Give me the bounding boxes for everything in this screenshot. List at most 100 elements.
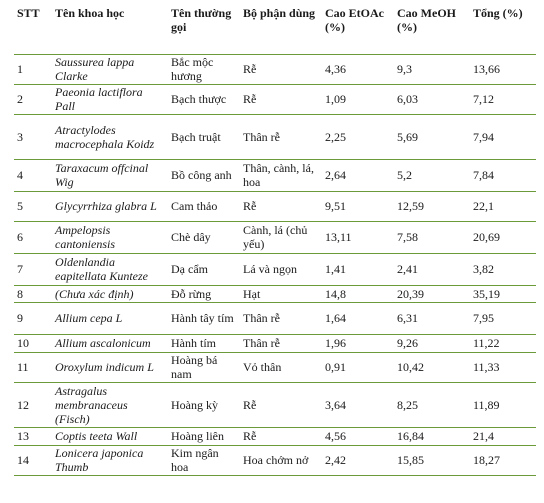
cell-stt: 2	[14, 84, 52, 115]
cell-stt: 14	[14, 445, 52, 476]
cell-total: 3,82	[470, 253, 536, 286]
cell-scientific-name: Allium ascalonicum	[52, 334, 168, 353]
cell-meoh: 9,3	[394, 54, 470, 85]
cell-scientific-name: Oldenlandia eapitellata Kunteze	[52, 253, 168, 286]
cell-meoh: 9,26	[394, 334, 470, 353]
cell-common-name: Đỗ rừng	[168, 285, 240, 303]
cell-part-used: Thân rễ	[240, 302, 322, 335]
cell-meoh: 5,2	[394, 159, 470, 192]
cell-etoac: 4,36	[322, 54, 394, 85]
cell-etoac: 14,8	[322, 285, 394, 303]
table-row: 7 Oldenlandia eapitellata Kunteze Dạ cẩm Lá…	[14, 253, 536, 286]
cell-scientific-name: Atractylodes macrocephala Koidz	[52, 114, 168, 160]
cell-stt: 1	[14, 54, 52, 85]
cell-etoac: 2,64	[322, 159, 394, 192]
cell-scientific-name: Ampelopsis cantoniensis	[52, 221, 168, 254]
cell-stt: 7	[14, 253, 52, 286]
cell-meoh: 12,59	[394, 191, 470, 222]
cell-part-used: Hoa chớm nở	[240, 445, 322, 476]
cell-common-name: Hành tím	[168, 334, 240, 353]
cell-total: 13,66	[470, 54, 536, 85]
table-row: 11 Oroxylum indicum L Hoàng bá nam Vỏ thân 0…	[14, 352, 536, 383]
cell-etoac: 9,51	[322, 191, 394, 222]
cell-stt: 3	[14, 114, 52, 160]
cell-etoac: 1,64	[322, 302, 394, 335]
cell-scientific-name: Allium cepa L	[52, 302, 168, 335]
header-meoh: Cao MeOH (%)	[394, 4, 470, 55]
table-row: 10 Allium ascalonicum Hành tím Thân rễ 1,96 9…	[14, 334, 536, 353]
cell-etoac: 2,42	[322, 445, 394, 476]
cell-etoac: 0,91	[322, 352, 394, 383]
cell-etoac: 1,09	[322, 84, 394, 115]
table-row: 14 Lonicera japonica Thumb Kim ngân hoa Hoa…	[14, 445, 536, 476]
header-stt: STT	[14, 4, 52, 55]
cell-part-used: Thân rễ	[240, 334, 322, 353]
herb-extract-table: STT Tên khoa học Tên thường gọi Bộ phận …	[14, 4, 536, 476]
cell-etoac: 1,96	[322, 334, 394, 353]
cell-part-used: Rễ	[240, 191, 322, 222]
header-total: Tổng (%)	[470, 4, 536, 55]
cell-common-name: Hoàng bá nam	[168, 352, 240, 383]
cell-meoh: 15,85	[394, 445, 470, 476]
cell-common-name: Bạch truật	[168, 114, 240, 160]
cell-part-used: Rễ	[240, 54, 322, 85]
header-part-used: Bộ phận dùng	[240, 4, 322, 55]
cell-scientific-name: Oroxylum indicum L	[52, 352, 168, 383]
cell-scientific-name: Coptis teeta Wall	[52, 427, 168, 446]
cell-total: 11,89	[470, 382, 536, 428]
table-row: 8 (Chưa xác định) Đỗ rừng Hạt 14,8 20,39 35,19	[14, 285, 536, 303]
cell-scientific-name: Saussurea lappa Clarke	[52, 54, 168, 85]
cell-meoh: 6,31	[394, 302, 470, 335]
cell-common-name: Bắc mộc hương	[168, 54, 240, 85]
cell-part-used: Rễ	[240, 427, 322, 446]
cell-etoac: 13,11	[322, 221, 394, 254]
cell-scientific-name: Astragalus membranaceus (Fisch)	[52, 382, 168, 428]
cell-stt: 8	[14, 285, 52, 303]
cell-stt: 10	[14, 334, 52, 353]
cell-meoh: 5,69	[394, 114, 470, 160]
table-row: 1 Saussurea lappa Clarke Bắc mộc hương Rễ 4,…	[14, 54, 536, 85]
cell-common-name: Kim ngân hoa	[168, 445, 240, 476]
cell-part-used: Thân rễ	[240, 114, 322, 160]
cell-total: 22,1	[470, 191, 536, 222]
cell-part-used: Hạt	[240, 285, 322, 303]
cell-total: 35,19	[470, 285, 536, 303]
cell-common-name: Chè dây	[168, 221, 240, 254]
cell-scientific-name: Paeonia lactiflora Pall	[52, 84, 168, 115]
cell-total: 18,27	[470, 445, 536, 476]
cell-meoh: 16,84	[394, 427, 470, 446]
cell-part-used: Vỏ thân	[240, 352, 322, 383]
cell-stt: 13	[14, 427, 52, 446]
cell-meoh: 8,25	[394, 382, 470, 428]
table-row: 3 Atractylodes macrocephala Koidz Bạch tru…	[14, 114, 536, 160]
cell-stt: 12	[14, 382, 52, 428]
header-row: STT Tên khoa học Tên thường gọi Bộ phận …	[14, 4, 536, 55]
header-scientific-name: Tên khoa học	[52, 4, 168, 55]
cell-scientific-name: Glycyrrhiza glabra L	[52, 191, 168, 222]
cell-common-name: Cam thảo	[168, 191, 240, 222]
header-etoac: Cao EtOAc (%)	[322, 4, 394, 55]
cell-meoh: 20,39	[394, 285, 470, 303]
cell-total: 20,69	[470, 221, 536, 254]
table-row: 12 Astragalus membranaceus (Fisch) Hoàng k…	[14, 382, 536, 428]
table-row: 6 Ampelopsis cantoniensis Chè dây Cành, lá …	[14, 221, 536, 254]
cell-meoh: 6,03	[394, 84, 470, 115]
cell-etoac: 4,56	[322, 427, 394, 446]
cell-meoh: 7,58	[394, 221, 470, 254]
cell-meoh: 10,42	[394, 352, 470, 383]
header-common-name: Tên thường gọi	[168, 4, 240, 55]
cell-scientific-name: Taraxacum offcinal Wig	[52, 159, 168, 192]
cell-common-name: Bồ công anh	[168, 159, 240, 192]
cell-stt: 11	[14, 352, 52, 383]
table-row: 9 Allium cepa L Hành tây tím Thân rễ 1,64 6,3…	[14, 302, 536, 335]
cell-total: 7,84	[470, 159, 536, 192]
cell-part-used: Rễ	[240, 84, 322, 115]
cell-part-used: Cành, lá (chủ yếu)	[240, 221, 322, 254]
cell-total: 11,33	[470, 352, 536, 383]
cell-part-used: Thân, cành, lá, hoa	[240, 159, 322, 192]
cell-part-used: Lá và ngọn	[240, 253, 322, 286]
cell-common-name: Bạch thược	[168, 84, 240, 115]
cell-scientific-name: (Chưa xác định)	[52, 285, 168, 303]
cell-total: 7,12	[470, 84, 536, 115]
cell-stt: 6	[14, 221, 52, 254]
